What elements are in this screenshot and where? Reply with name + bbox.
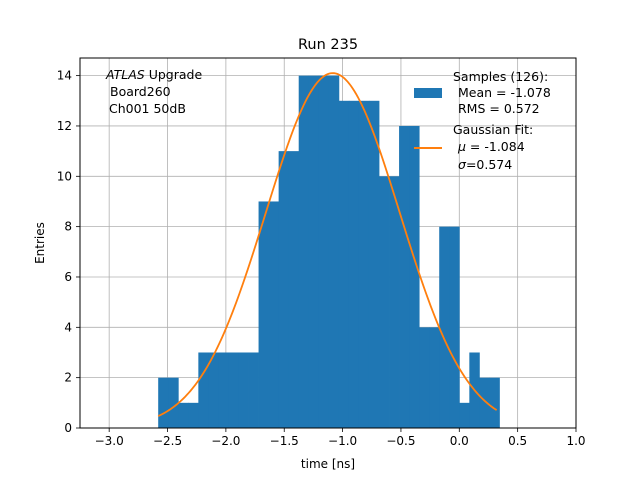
histogram-bar — [409, 125, 420, 429]
histogram-bar — [298, 75, 310, 428]
axes-frame — [79, 57, 577, 429]
annotation-channel: Ch001 50dB — [109, 101, 186, 116]
legend-mu-value: = -1.084 — [466, 139, 525, 154]
x-tick-label: 0.5 — [508, 434, 527, 448]
y-tick-label: 4 — [64, 320, 72, 334]
x-tick-label: −1.0 — [328, 434, 357, 448]
legend-samples-rms: RMS = 0.572 — [458, 101, 540, 116]
annotation-line-1: ATLAS Upgrade — [105, 67, 202, 82]
histogram-bar — [338, 100, 350, 428]
histogram-bar — [318, 75, 330, 428]
histogram-bar — [489, 377, 500, 428]
chart-title: Run 235 — [298, 37, 358, 53]
histogram-bar — [308, 75, 320, 428]
y-axis-ticks: 0 2 4 6 8 10 12 14 — [57, 69, 80, 435]
x-tick-label: −3.0 — [95, 434, 124, 448]
y-tick-label: 10 — [57, 169, 72, 183]
x-axis-label: time [ns] — [301, 457, 355, 471]
y-tick-label: 0 — [64, 421, 72, 435]
histogram-bar — [459, 402, 470, 428]
histogram-bar — [178, 402, 189, 428]
y-tick-label: 6 — [64, 270, 72, 284]
histogram-bar — [368, 100, 380, 428]
histogram-bar — [228, 352, 239, 428]
x-tick-label: 1.0 — [566, 434, 585, 448]
histogram-bar — [168, 377, 179, 428]
annotation-board: Board260 — [110, 84, 171, 99]
atlas-annotation: ATLAS Upgrade Board260 Ch001 50dB — [105, 67, 202, 116]
histogram-bar — [288, 151, 300, 428]
legend-mu-symbol: μ — [457, 139, 466, 154]
histogram-bar — [328, 75, 340, 428]
legend: Samples (126): Mean = -1.078 RMS = 0.572… — [414, 69, 551, 172]
gaussian-fit-curve — [157, 72, 498, 417]
legend-samples-title: Samples (126): — [453, 69, 548, 84]
legend-fit-sigma: σ=0.574 — [458, 157, 512, 172]
y-tick-label: 8 — [64, 220, 72, 234]
y-tick-label: 12 — [57, 119, 72, 133]
histogram-bar — [198, 352, 209, 428]
histogram-bar — [439, 226, 450, 428]
y-tick-label: 14 — [57, 69, 72, 83]
x-tick-label: −0.5 — [386, 434, 415, 448]
y-tick-label: 2 — [64, 371, 72, 385]
histogram-bar — [479, 377, 490, 428]
histogram-bar — [268, 201, 280, 428]
gaussian-fit — [157, 72, 498, 417]
y-axis-label: Entries — [33, 222, 47, 264]
histogram-bar — [449, 226, 460, 428]
legend-sigma-value: =0.574 — [466, 157, 512, 172]
histogram-bar — [379, 176, 390, 428]
x-tick-label: 0.0 — [450, 434, 469, 448]
histogram-bar — [218, 352, 229, 428]
histogram-bar — [208, 352, 219, 428]
histogram-bar — [348, 100, 360, 428]
histogram-bar — [258, 201, 269, 428]
histogram-bar — [358, 100, 370, 428]
histogram-bar — [429, 327, 440, 428]
annotation-upgrade: Upgrade — [145, 67, 203, 82]
x-tick-label: −1.5 — [270, 434, 299, 448]
histogram-bar — [188, 402, 199, 428]
x-tick-label: −2.5 — [153, 434, 182, 448]
histogram-bar — [389, 176, 400, 428]
histogram-bar — [158, 377, 169, 428]
histogram-bar — [419, 327, 430, 428]
histogram-bar — [278, 151, 290, 428]
histogram-bar — [238, 352, 249, 428]
annotation-atlas: ATLAS — [105, 67, 145, 82]
histogram-bar — [399, 125, 410, 429]
legend-fit-mu: μ = -1.084 — [457, 139, 525, 154]
x-tick-label: −2.0 — [211, 434, 240, 448]
legend-samples-swatch — [414, 88, 442, 98]
legend-fit-title: Gaussian Fit: — [453, 122, 533, 137]
legend-sigma-symbol: σ — [458, 157, 467, 172]
legend-samples-mean: Mean = -1.078 — [458, 85, 551, 100]
x-axis-ticks: −3.0 −2.5 −2.0 −1.5 −1.0 −0.5 0.0 0.5 1.0 — [95, 428, 586, 448]
histogram-bar — [248, 352, 259, 428]
